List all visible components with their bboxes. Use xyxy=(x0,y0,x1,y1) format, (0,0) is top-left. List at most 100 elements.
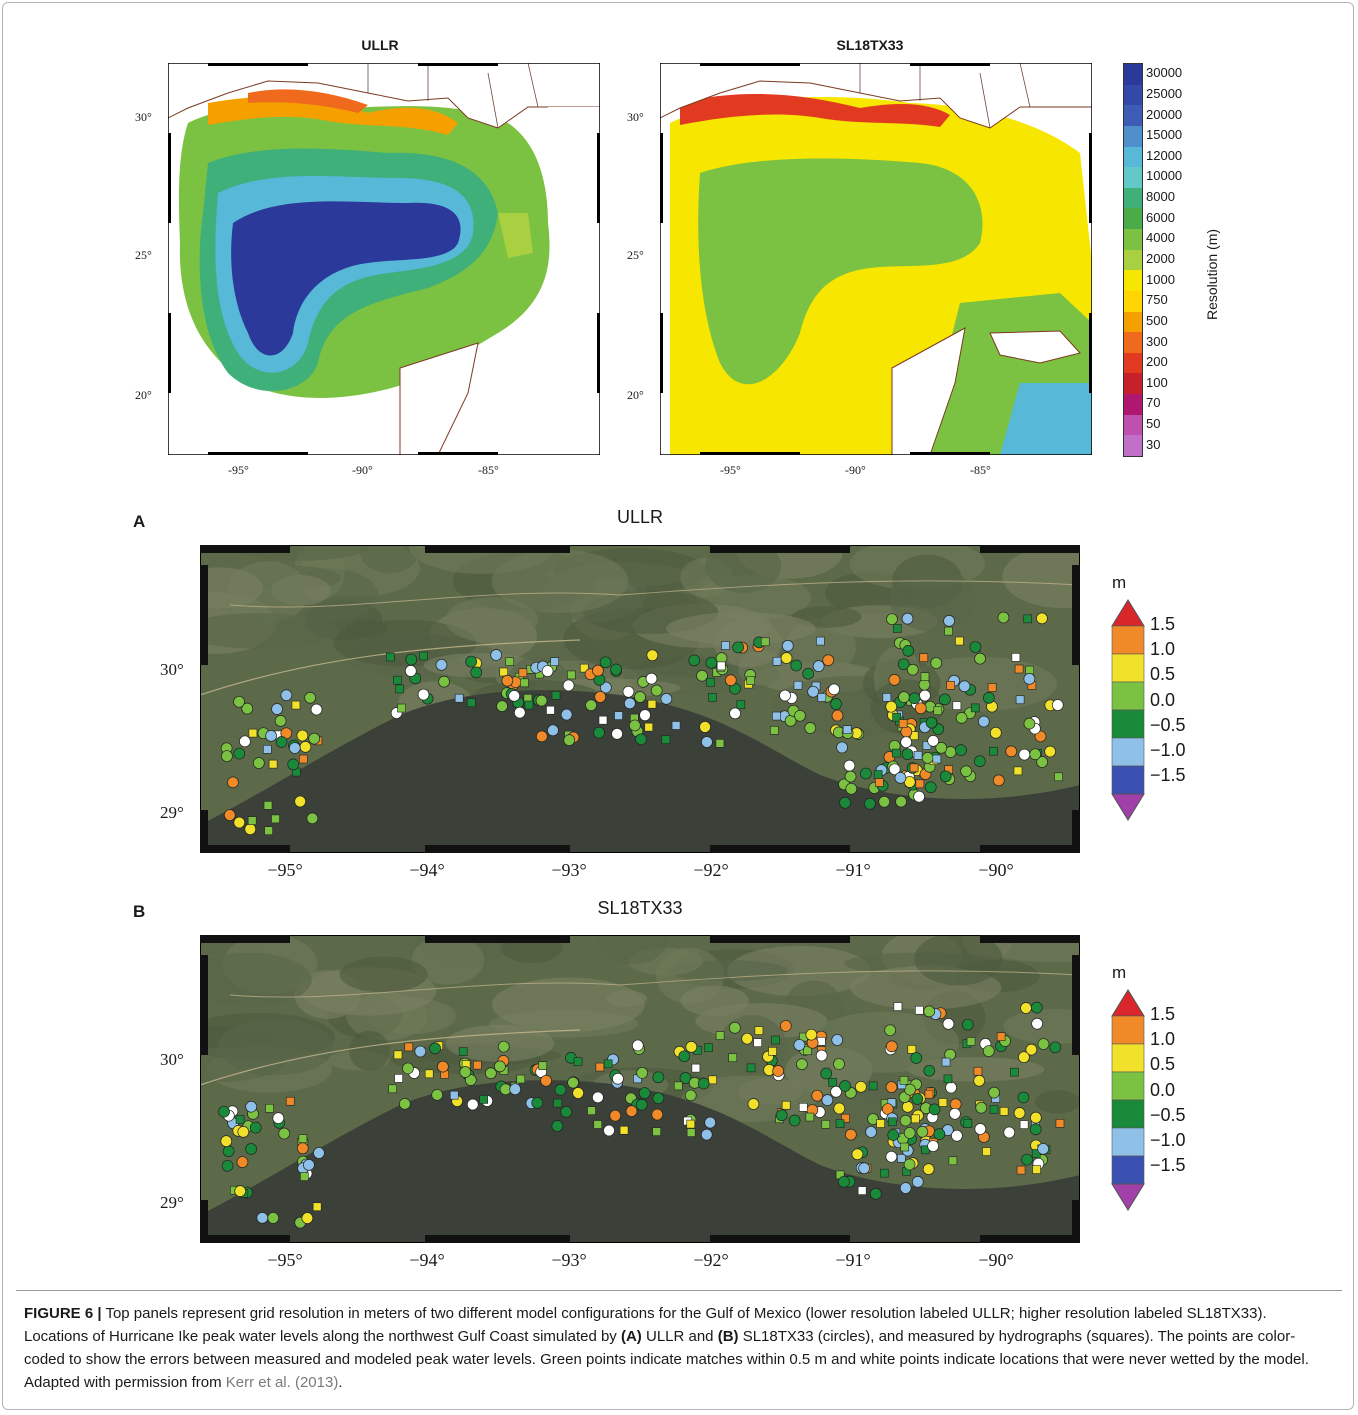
hydrograph-square xyxy=(892,712,901,722)
model-circle xyxy=(899,1114,912,1127)
land-texture xyxy=(727,945,871,997)
resolution-colorbar-segment xyxy=(1124,84,1142,106)
land-texture xyxy=(200,567,263,609)
model-circle xyxy=(299,741,312,753)
hydrograph-square xyxy=(753,1038,762,1047)
model-circle xyxy=(831,1034,844,1046)
hydrograph-square xyxy=(882,693,892,702)
panel-a-lon-93: −93° xyxy=(551,860,587,880)
model-circle xyxy=(732,641,745,654)
model-circle xyxy=(781,640,794,652)
colorbar-triangle-top xyxy=(1111,989,1145,1017)
model-circle xyxy=(652,1092,665,1105)
hydrograph-square xyxy=(816,1036,826,1046)
model-circle xyxy=(887,1129,900,1141)
model-circle xyxy=(628,719,641,732)
panel-a-lon-95: −95° xyxy=(267,860,303,880)
colorbar-segment xyxy=(1111,1155,1145,1185)
model-circle xyxy=(989,726,1002,739)
model-circle xyxy=(997,611,1010,624)
hydrograph-square xyxy=(573,1057,583,1066)
panel-b-lon-92: −92° xyxy=(693,1250,729,1270)
colorbar-segment xyxy=(1111,1015,1145,1045)
land-texture xyxy=(339,956,428,993)
resolution-colorbar-segment xyxy=(1124,125,1142,147)
caption-bold-a: (A) xyxy=(620,1328,642,1345)
model-circle xyxy=(405,653,418,666)
model-circle xyxy=(983,692,995,704)
model-circle xyxy=(885,1040,898,1053)
hydrograph-square xyxy=(551,691,561,700)
model-circle xyxy=(1021,1153,1033,1166)
model-circle xyxy=(287,758,300,771)
model-circle xyxy=(844,770,857,783)
model-circle xyxy=(554,1084,567,1096)
model-circle xyxy=(845,782,858,795)
hydrograph-square xyxy=(312,1202,322,1212)
model-circle xyxy=(885,700,898,713)
model-circle xyxy=(437,1060,449,1073)
model-circle xyxy=(220,1135,233,1147)
top-right-lat-20: 20° xyxy=(627,388,644,402)
gulf-water xyxy=(200,1080,1080,1243)
hydrograph-square xyxy=(772,711,781,721)
hydrograph-square xyxy=(715,1031,725,1040)
model-circle xyxy=(310,703,323,716)
model-circle xyxy=(960,765,973,778)
model-circle xyxy=(547,724,559,737)
resolution-colorbar-segment xyxy=(1124,435,1142,456)
colorbar-triangle-bottom xyxy=(1111,793,1145,821)
model-circle xyxy=(741,1032,754,1045)
panel-a-error-colorbar xyxy=(1111,599,1145,821)
sl18tx33-resolution-map xyxy=(660,63,1092,455)
resolution-colorbar-label: 750 xyxy=(1146,292,1168,308)
model-circle xyxy=(992,774,1005,787)
hydrograph-square xyxy=(715,739,725,748)
hydrograph-square xyxy=(1010,1067,1019,1077)
hydrograph-square xyxy=(857,1186,867,1195)
hydrograph-square xyxy=(946,680,955,690)
resolution-colorbar-segment xyxy=(1124,167,1142,188)
model-circle xyxy=(973,1074,986,1087)
hydrograph-square xyxy=(746,1063,756,1073)
resolution-colorbar-label: 1000 xyxy=(1146,271,1175,287)
model-circle xyxy=(807,685,820,698)
road xyxy=(200,1029,581,1086)
hydrograph-square xyxy=(603,1059,613,1069)
model-circle xyxy=(838,1175,850,1188)
hydrograph-square xyxy=(893,1002,903,1011)
model-circle xyxy=(237,1126,250,1138)
hydrograph-square xyxy=(879,1168,889,1178)
model-circle xyxy=(869,1188,882,1200)
model-circle xyxy=(1029,1123,1042,1136)
frame-tick-bar xyxy=(980,935,1080,943)
model-circle xyxy=(222,1145,235,1158)
model-circle xyxy=(221,750,233,762)
model-circle xyxy=(1020,1002,1032,1014)
resolution-colorbar-label: 25000 xyxy=(1146,85,1183,101)
resolution-colorbar-segment xyxy=(1124,332,1142,353)
model-circle xyxy=(779,689,791,702)
hydrograph-square xyxy=(952,701,962,710)
caption-citation-link[interactable]: Kerr et al. (2013) xyxy=(225,1374,339,1391)
error-colorbar-label: 0.5 xyxy=(1150,1054,1176,1075)
frame-tick-bar xyxy=(1072,810,1080,845)
colorbar-segment xyxy=(1111,765,1145,795)
model-circle xyxy=(301,1212,314,1224)
hydrograph-square xyxy=(915,779,925,789)
model-circle xyxy=(239,735,251,748)
land-texture xyxy=(200,613,340,649)
hydrograph-square xyxy=(520,678,529,688)
colorbar-segment xyxy=(1111,1043,1145,1073)
hydrograph-square xyxy=(652,1127,661,1136)
model-circle xyxy=(1003,1126,1016,1139)
model-circle xyxy=(888,763,901,776)
resolution-colorbar-label: 30000 xyxy=(1146,65,1183,81)
hydrograph-square xyxy=(996,1032,1006,1042)
hydrograph-square xyxy=(875,778,884,787)
hydrograph-square xyxy=(821,1120,831,1129)
top-left-lat-25: 25° xyxy=(135,248,152,262)
model-circle xyxy=(1036,612,1048,625)
hydrograph-square xyxy=(567,670,576,680)
